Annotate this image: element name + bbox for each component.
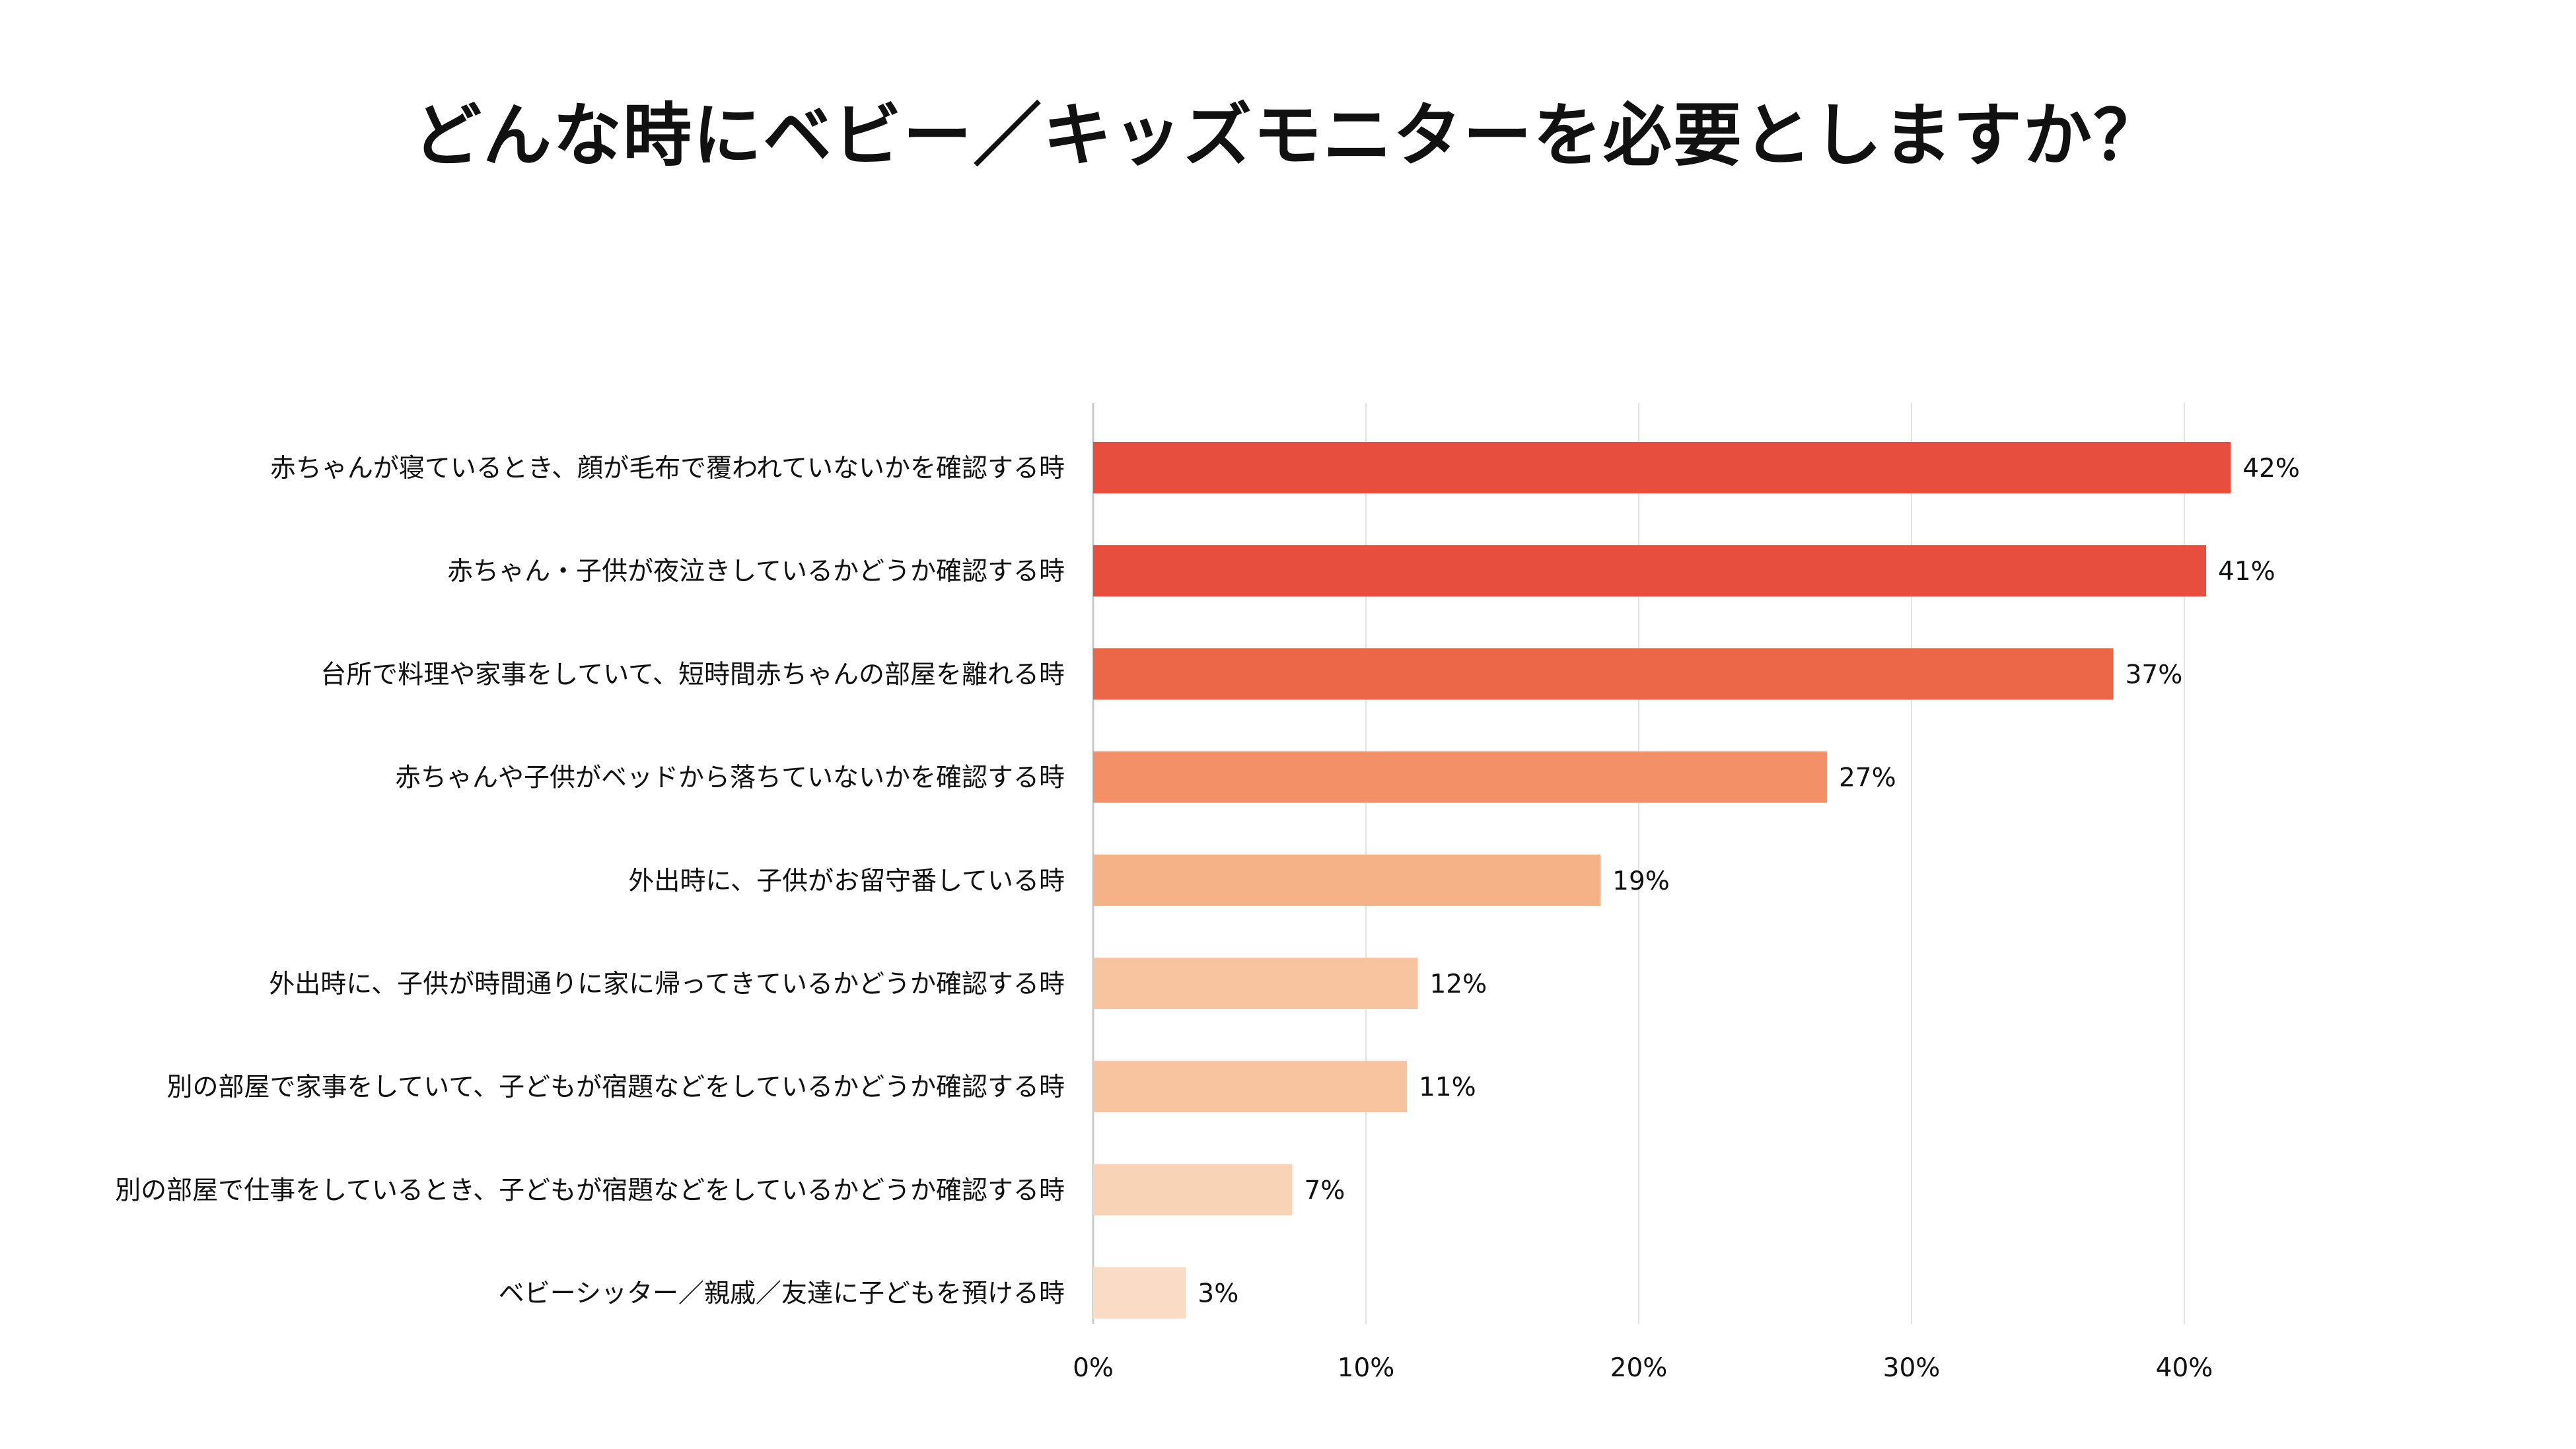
value-label: 7% xyxy=(1304,1176,1345,1205)
category-label: 外出時に、子供が時間通りに家に帰ってきているかどうか確認する時 xyxy=(269,970,1065,999)
value-label: 11% xyxy=(1419,1073,1476,1102)
category-labels: 赤ちゃんが寝ているとき、顔が毛布で覆われていないかを確認する時赤ちゃん・子供が夜… xyxy=(115,454,1065,1309)
bar xyxy=(1093,1061,1407,1113)
value-label: 37% xyxy=(2126,660,2183,689)
x-tick-label: 40% xyxy=(2156,1353,2213,1383)
x-tick-label: 10% xyxy=(1338,1353,1395,1383)
chart-title: どんな時にベビー／キッズモニターを必要としますか？ xyxy=(412,95,2163,176)
category-label: 別の部屋で家事をしていて、子どもが宿題などをしているかどうか確認する時 xyxy=(166,1073,1065,1102)
value-label: 41% xyxy=(2218,557,2275,586)
bar xyxy=(1093,1267,1186,1319)
category-label: 赤ちゃん・子供が夜泣きしているかどうか確認する時 xyxy=(447,557,1065,586)
bars xyxy=(1093,442,2231,1319)
bar xyxy=(1093,545,2207,597)
value-label: 19% xyxy=(1612,866,1670,896)
x-tick-label: 30% xyxy=(1883,1353,1941,1383)
x-axis-ticks: 0% 10% 20% 30% 40% xyxy=(1073,1353,2213,1383)
value-label: 42% xyxy=(2242,454,2300,483)
value-label: 3% xyxy=(1198,1279,1238,1309)
bar xyxy=(1093,442,2231,493)
bar xyxy=(1093,751,1827,803)
category-label: ベビーシッター／親戚／友達に子どもを預ける時 xyxy=(499,1279,1065,1309)
value-label: 27% xyxy=(1839,763,1896,793)
bar xyxy=(1093,648,2114,700)
bar xyxy=(1093,854,1601,906)
category-label: 台所で料理や家事をしていて、短時間赤ちゃんの部屋を離れる時 xyxy=(320,660,1065,689)
value-label: 12% xyxy=(1429,970,1487,999)
bar xyxy=(1093,1164,1293,1216)
category-label: 赤ちゃんや子供がベッドから落ちていないかを確認する時 xyxy=(395,763,1065,793)
category-label: 別の部屋で仕事をしているとき、子どもが宿題などをしているかどうか確認する時 xyxy=(115,1176,1065,1205)
value-labels: 42% 41% 37% 27% 19% 12% 11% 7% 3% xyxy=(1198,454,2299,1309)
bar xyxy=(1093,958,1418,1009)
category-label: 赤ちゃんが寝ているとき、顔が毛布で覆われていないかを確認する時 xyxy=(270,454,1065,483)
category-label: 外出時に、子供がお留守番している時 xyxy=(628,866,1065,896)
x-tick-label: 0% xyxy=(1073,1353,1114,1383)
x-tick-label: 20% xyxy=(1610,1353,1668,1383)
